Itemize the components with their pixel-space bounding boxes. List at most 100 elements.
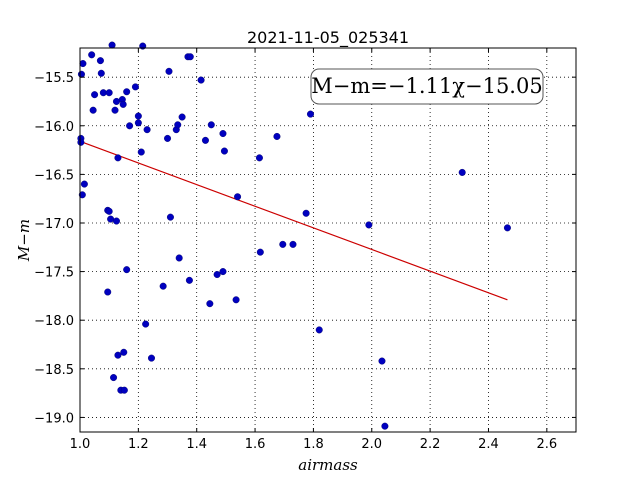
y-tick-labels: −15.5 −16.0 −16.5 −17.0 −17.5 −18.0 −18.5 −19.0	[34, 71, 74, 426]
data-point	[134, 112, 142, 120]
data-point	[279, 240, 287, 248]
data-point	[99, 89, 107, 97]
data-point	[234, 193, 242, 201]
data-point	[79, 60, 87, 68]
data-point	[134, 119, 142, 127]
x-tick-label: 2.4	[478, 437, 499, 452]
data-point	[96, 57, 104, 65]
x-tick-label: 2.6	[536, 437, 557, 452]
y-axis-label: M−m	[15, 219, 33, 262]
data-point	[289, 240, 297, 248]
data-point	[107, 215, 115, 223]
data-point	[143, 126, 151, 134]
y-tick-label: −19.0	[34, 411, 74, 426]
data-point	[219, 130, 227, 138]
data-point	[381, 422, 389, 430]
y-tick-label: −18.0	[34, 314, 74, 329]
chart-title: 2021-11-05_025341	[247, 28, 409, 48]
data-point	[302, 209, 310, 217]
data-point	[126, 122, 134, 130]
data-point	[458, 168, 466, 176]
data-point	[97, 69, 105, 77]
data-point	[105, 89, 113, 97]
data-point	[77, 138, 85, 146]
data-point	[142, 320, 150, 328]
data-point	[88, 51, 96, 59]
data-point	[213, 271, 221, 279]
data-point	[185, 276, 193, 284]
data-point	[105, 207, 113, 215]
data-point	[108, 41, 116, 49]
data-point	[114, 154, 122, 162]
fit-line	[79, 140, 508, 301]
data-point	[178, 113, 186, 121]
x-tick-labels: 1.0 1.2 1.4 1.6 1.8 2.0 2.2 2.4 2.6	[70, 437, 558, 452]
data-point	[365, 221, 373, 229]
grid-lines	[80, 48, 576, 432]
data-point	[137, 148, 145, 156]
fit-line-layer	[79, 140, 508, 301]
data-point	[120, 348, 128, 356]
y-tick-label: −18.5	[34, 363, 74, 378]
axis-ticks	[79, 48, 576, 432]
data-point	[110, 374, 118, 382]
x-tick-label: 1.0	[70, 437, 91, 452]
fit-equation-text: M−m=−1.11χ−15.05	[311, 74, 542, 98]
data-point	[315, 326, 323, 334]
data-point	[165, 67, 173, 75]
data-point	[166, 213, 174, 221]
data-point	[175, 254, 183, 262]
data-point	[123, 266, 131, 274]
plot-background	[80, 48, 576, 432]
y-tick-label: −15.5	[34, 71, 74, 86]
data-point	[256, 248, 264, 256]
data-point	[77, 70, 85, 78]
data-points	[77, 41, 511, 430]
x-axis-label: airmass	[298, 456, 358, 474]
data-point	[114, 351, 122, 359]
x-tick-label: 1.2	[128, 437, 149, 452]
data-point	[112, 97, 120, 105]
data-point	[273, 132, 281, 140]
data-point	[255, 154, 263, 162]
data-point	[159, 282, 167, 290]
annotation-box	[310, 68, 544, 105]
data-point	[111, 106, 119, 114]
data-point	[219, 268, 227, 276]
y-tick-label: −16.5	[34, 168, 74, 183]
data-point	[89, 106, 97, 114]
data-point	[131, 83, 139, 91]
x-tick-label: 1.8	[303, 437, 324, 452]
x-tick-label: 2.2	[420, 437, 441, 452]
y-tick-label: −17.0	[34, 217, 74, 232]
x-tick-label: 1.4	[186, 437, 207, 452]
data-point	[201, 136, 209, 144]
plot-area	[77, 41, 577, 433]
data-point	[104, 288, 112, 296]
data-point	[378, 357, 386, 365]
data-point	[186, 53, 194, 61]
data-point	[232, 296, 240, 304]
data-point	[206, 300, 214, 308]
data-point	[220, 147, 228, 155]
fit-equation-annotation: M−m=−1.11χ−15.05	[310, 68, 544, 105]
data-point	[306, 110, 314, 118]
data-point	[197, 76, 205, 84]
data-point	[80, 180, 88, 188]
data-point	[120, 386, 128, 394]
y-tick-label: −16.0	[34, 120, 74, 135]
data-point	[91, 91, 99, 99]
data-point	[164, 134, 172, 142]
data-point	[147, 354, 155, 362]
plot-frame	[79, 47, 577, 433]
data-point	[123, 88, 131, 96]
y-tick-label: −17.5	[34, 266, 74, 281]
data-point	[112, 217, 120, 225]
x-tick-label: 1.6	[245, 437, 266, 452]
data-point	[78, 191, 86, 199]
data-point	[119, 100, 127, 108]
data-point	[207, 121, 215, 129]
data-point	[174, 121, 182, 129]
x-tick-label: 2.0	[361, 437, 382, 452]
